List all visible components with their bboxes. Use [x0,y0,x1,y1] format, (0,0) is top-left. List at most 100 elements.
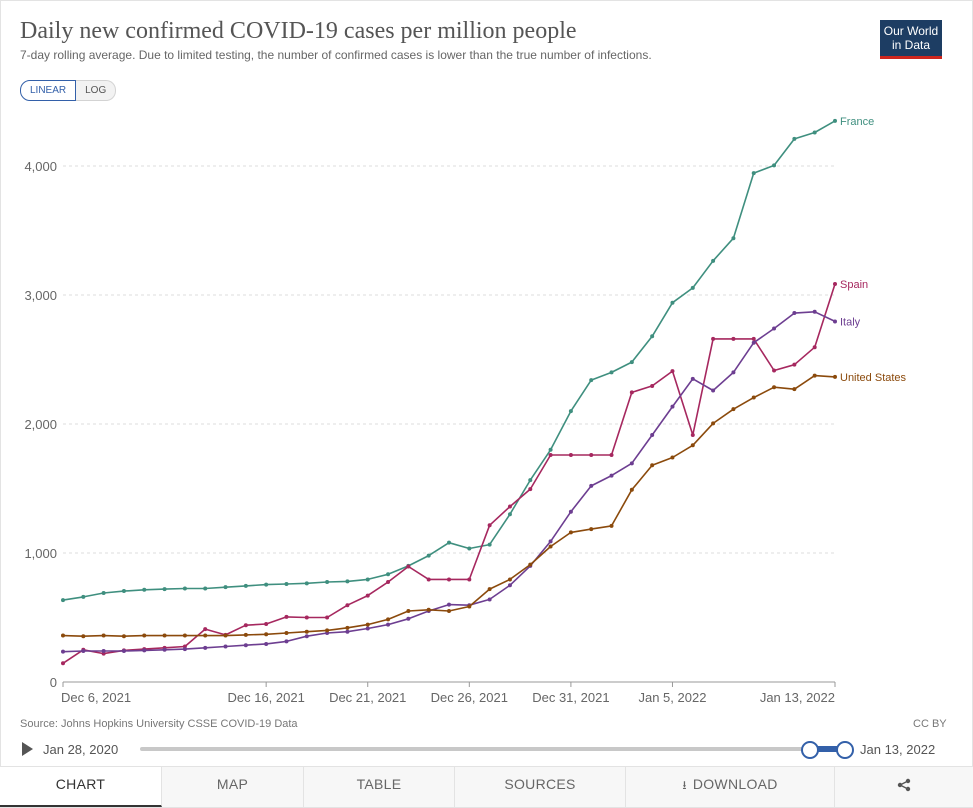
tab-chart[interactable]: CHART [0,767,162,807]
y-tick-label: 2,000 [24,417,57,432]
logo-line-1: Our World [883,24,939,38]
data-point-italy [264,641,269,646]
timeline-start-handle[interactable] [801,741,819,759]
data-point-united-states [365,622,370,627]
data-point-france [568,409,573,414]
logo-line-2: in Data [891,38,931,52]
data-point-united-states [629,487,634,492]
data-point-spain [792,362,797,367]
data-point-italy [447,602,451,607]
data-point-united-states [568,530,573,535]
share-button[interactable] [835,767,973,807]
data-point-italy [121,649,126,654]
data-point-italy [243,643,248,648]
data-point-italy [203,645,208,650]
data-point-france [528,478,533,483]
data-point-france [345,579,350,584]
data-point-united-states [101,633,106,638]
data-point-spain [812,345,817,350]
data-point-united-states [284,630,289,635]
data-point-united-states [792,387,797,392]
tab-table[interactable]: TABLE [304,767,455,807]
data-point-italy [792,311,797,316]
data-point-spain [528,487,533,492]
tab-download-label: DOWNLOAD [692,776,778,792]
line-chart: 0 1,000 2,000 3,000 4,000 Dec 6, 2021 Dec 16, … [24,116,906,705]
data-point-italy [589,483,594,488]
tab-sources[interactable]: SOURCES [455,767,626,807]
data-point-france [487,542,492,547]
data-point-united-states [731,407,736,412]
legend-label-italy: Italy [840,316,861,328]
timeline-end-handle[interactable] [836,741,854,759]
data-point-spain [304,615,309,620]
timeline-track[interactable] [140,747,812,751]
y-tick-label: 3,000 [24,288,57,303]
data-point-spain [670,369,675,374]
legend-label-spain: Spain [840,279,868,291]
data-point-spain [386,580,391,585]
data-point-spain [345,603,350,608]
timeline-selected-range [812,746,846,752]
data-point-italy [812,309,817,314]
data-point-france [142,587,147,592]
data-point-italy [772,326,777,331]
data-point-france [182,586,187,591]
play-icon[interactable] [22,742,33,756]
data-point-italy [81,649,86,654]
data-point-spain [203,627,208,632]
data-point-france [670,300,675,305]
data-point-france [731,236,736,241]
data-point-italy [406,616,411,621]
data-point-france [325,580,330,585]
series-line-france [62,120,836,601]
linear-scale-button[interactable]: LINEAR [20,80,77,101]
data-point-united-states [650,463,655,468]
license-label[interactable]: CC BY [913,718,947,730]
log-scale-button[interactable]: LOG [76,80,117,101]
data-point-france [792,136,797,141]
x-tick-label: Dec 6, 2021 [61,690,131,705]
data-point-italy [345,629,350,634]
data-point-united-states [711,421,716,426]
data-point-united-states [243,632,248,637]
data-point-spain [731,336,736,341]
tab-map[interactable]: MAP [162,767,304,807]
x-tick-label: Dec 31, 2021 [532,690,609,705]
data-point-united-states [548,544,553,549]
data-point-spain [447,577,451,582]
data-point-spain [487,523,492,528]
data-point-france [284,581,289,586]
tab-download[interactable]: ⭳ DOWNLOAD [626,767,835,807]
data-point-spain [467,577,472,582]
x-tick-label: Jan 5, 2022 [638,690,706,705]
data-point-france [548,447,553,452]
x-tick-label: Dec 21, 2021 [329,690,406,705]
data-point-italy [304,634,309,639]
data-point-united-states [833,374,837,379]
data-point-italy [650,432,655,437]
data-point-spain [568,452,573,457]
source-note[interactable]: Source: Johns Hopkins University CSSE CO… [20,718,298,730]
data-point-spain [365,593,370,598]
data-point-france [162,587,167,592]
data-point-spain [772,368,777,373]
data-point-france [609,370,614,375]
series-line-united-states [62,374,836,638]
data-point-united-states [670,455,675,460]
data-point-france [447,540,451,545]
data-point-france [61,598,65,603]
data-point-united-states [487,587,492,592]
data-point-italy [690,376,695,381]
data-point-france [101,590,106,595]
data-point-italy [568,509,573,514]
data-point-united-states [690,443,695,448]
data-point-france [121,589,126,594]
data-point-united-states [121,634,126,639]
data-point-spain [426,577,431,582]
data-point-united-states [467,604,472,609]
download-icon: ⭳ [682,778,687,792]
owid-logo[interactable]: Our World in Data [880,20,942,59]
data-point-france [690,285,695,290]
data-point-spain [629,390,634,395]
